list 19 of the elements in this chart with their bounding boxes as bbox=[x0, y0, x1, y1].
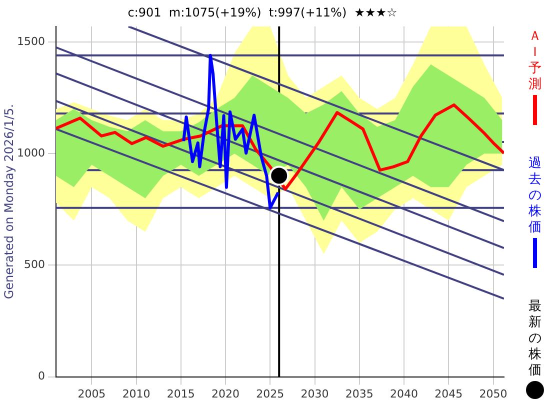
y-tick-label: 1000 bbox=[16, 146, 45, 160]
x-tick-label: 2050 bbox=[479, 387, 508, 400]
y-tick-label: 500 bbox=[24, 258, 45, 272]
text: 最新の株価 bbox=[528, 298, 542, 379]
x-tick-label: 2045 bbox=[434, 387, 463, 400]
y-tick-label: 1500 bbox=[16, 34, 45, 48]
x-tick-label: 2030 bbox=[300, 387, 329, 400]
x-tick-label: 2005 bbox=[78, 387, 106, 400]
text: Generated on Monday 2026/1/5. bbox=[2, 104, 16, 300]
x-tick-label: 2010 bbox=[122, 387, 150, 400]
x-tick-label: 2015 bbox=[166, 387, 195, 400]
x-tick-label: 2040 bbox=[390, 387, 418, 400]
y-tick-label: 0 bbox=[38, 370, 45, 383]
x-tick-label: 2025 bbox=[256, 387, 284, 400]
text: 過去の株価 bbox=[528, 156, 542, 236]
x-tick-label: 2035 bbox=[345, 387, 374, 400]
text: ＡＩ予測 bbox=[528, 29, 542, 94]
chart-title: c:901 m:1075(+19%) t:997(+11%) ★★★☆ bbox=[128, 5, 398, 20]
x-tick-label: 2020 bbox=[212, 387, 240, 400]
